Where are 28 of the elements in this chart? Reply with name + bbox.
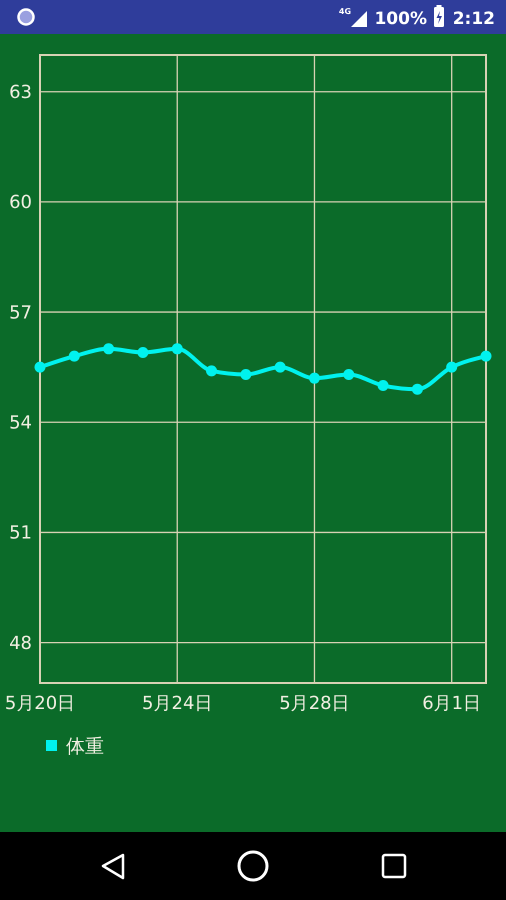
point: [240, 369, 252, 380]
y-tick-label: 51: [9, 522, 32, 544]
x-tick-label: 5月24日: [142, 693, 212, 714]
text: 4G: [338, 7, 352, 16]
point: [137, 346, 148, 358]
point: [172, 343, 183, 354]
x-tick-label: 6月1日: [422, 693, 482, 714]
y-tick-label: 48: [9, 632, 32, 654]
point: [480, 350, 492, 362]
point: [378, 380, 389, 392]
y-tick-label: 63: [9, 82, 32, 104]
point: [412, 384, 423, 395]
y-tick-label: 60: [9, 192, 32, 214]
legend-label: 体重: [66, 736, 104, 758]
point: [103, 343, 114, 354]
x-tick-label: 5月20日: [4, 693, 76, 714]
point: [206, 365, 218, 376]
x-tick-label: 5月28日: [279, 693, 350, 714]
y-tick-label: 54: [9, 412, 32, 434]
point: [34, 362, 46, 373]
point: [343, 369, 354, 380]
text: 100%: [374, 9, 427, 29]
point: [274, 362, 286, 373]
point: [446, 362, 458, 373]
y-tick-label: 57: [9, 302, 32, 324]
point: [308, 372, 320, 384]
text: 2:12: [452, 9, 495, 29]
point: [68, 350, 80, 362]
